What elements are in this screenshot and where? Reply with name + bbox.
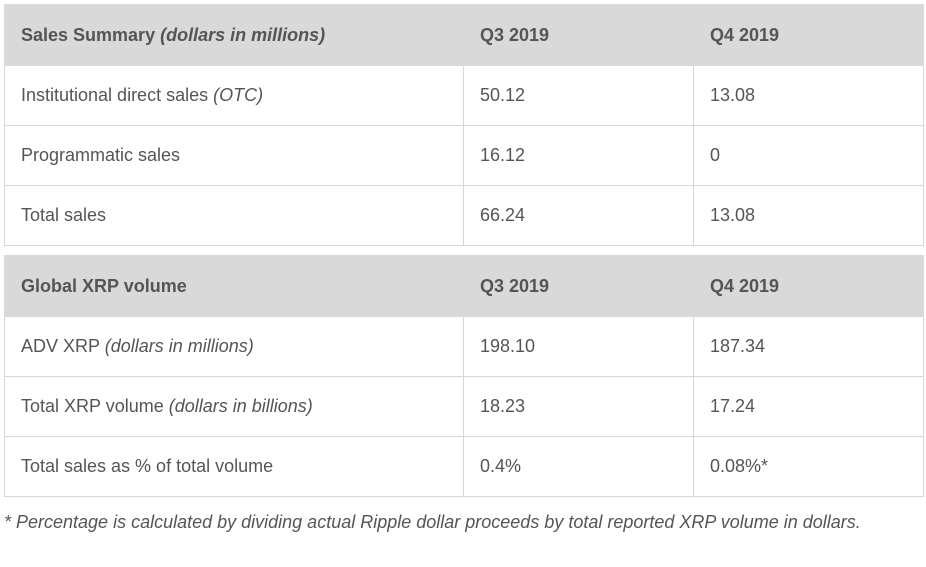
label-text: ADV XRP [21, 336, 100, 356]
table-row: Total sales as % of total volume 0.4% 0.… [4, 436, 924, 497]
label-note: (dollars in millions) [104, 336, 254, 356]
header-cell-q3: Q3 2019 [463, 4, 694, 66]
header-cell-q3: Q3 2019 [463, 255, 694, 317]
table-header-row: Sales Summary (dollars in millions) Q3 2… [4, 4, 924, 66]
q3-value: 50.12 [463, 65, 694, 126]
row-label: Total XRP volume (dollars in billions) [4, 376, 464, 437]
header-note: (dollars in millions) [160, 24, 326, 45]
global-xrp-volume-table: Global XRP volume Q3 2019 Q4 2019 ADV XR… [4, 255, 924, 497]
q3-value: 16.12 [463, 125, 694, 186]
label-note: (dollars in billions) [168, 396, 313, 416]
row-label: Total sales as % of total volume [4, 436, 464, 497]
footnote: * Percentage is calculated by dividing a… [4, 512, 861, 532]
header-cell: Sales Summary (dollars in millions) [4, 4, 464, 66]
header-cell: Global XRP volume [4, 255, 464, 317]
q3-value: 0.4% [463, 436, 694, 497]
label-text: Institutional direct sales [21, 85, 209, 105]
row-label: Total sales [4, 185, 464, 246]
q4-value: 0 [693, 125, 924, 186]
row-label: Programmatic sales [4, 125, 464, 186]
sales-summary-table: Sales Summary (dollars in millions) Q3 2… [4, 4, 924, 246]
q4-value: 0.08%* [693, 436, 924, 497]
table-row: Institutional direct sales (OTC) 50.12 1… [4, 65, 924, 126]
q4-value: 187.34 [693, 316, 924, 377]
row-label: Institutional direct sales (OTC) [4, 65, 464, 126]
table-header-row: Global XRP volume Q3 2019 Q4 2019 [4, 255, 924, 317]
q4-value: 17.24 [693, 376, 924, 437]
label-text: Total XRP volume [21, 396, 164, 416]
q3-value: 18.23 [463, 376, 694, 437]
q4-value: 13.08 [693, 185, 924, 246]
label-note: (OTC) [213, 85, 264, 105]
q3-value: 66.24 [463, 185, 694, 246]
header-cell-q4: Q4 2019 [693, 4, 924, 66]
table-row: ADV XRP (dollars in millions) 198.10 187… [4, 316, 924, 377]
table-row: Programmatic sales 16.12 0 [4, 125, 924, 186]
q4-value: 13.08 [693, 65, 924, 126]
header-cell-q4: Q4 2019 [693, 255, 924, 317]
table-row: Total sales 66.24 13.08 [4, 185, 924, 246]
header-title: Sales Summary [21, 24, 156, 45]
row-label: ADV XRP (dollars in millions) [4, 316, 464, 377]
table-row: Total XRP volume (dollars in billions) 1… [4, 376, 924, 437]
q3-value: 198.10 [463, 316, 694, 377]
